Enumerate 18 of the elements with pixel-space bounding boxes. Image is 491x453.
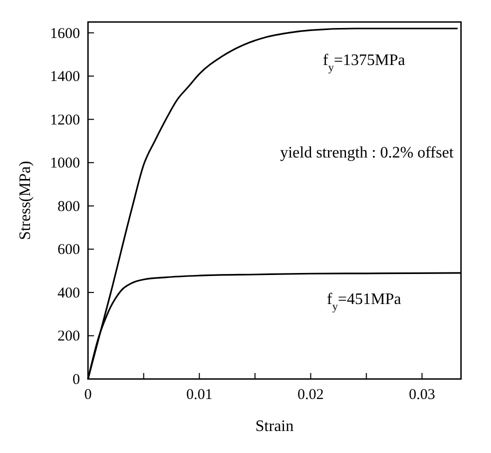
x-axis-title: Strain [255,418,294,435]
y-tick-label: 0 [72,372,80,388]
x-tick-label: 0.02 [298,387,324,403]
y-tick-label: 200 [58,328,80,345]
x-tick-label: 0.03 [408,387,436,403]
y-tick-label: 600 [58,242,80,258]
y-tick-label: 1200 [50,112,80,128]
annotation: f$_{y}$=1375MPa [322,52,406,74]
x-tick-label: 0.01 [186,387,212,403]
y-tick-label: 1600 [50,26,80,42]
y-tick-label: 800 [58,198,80,215]
y-tick-label: 400 [58,285,80,302]
annotation: f$_{y}$=451MPa [326,291,402,314]
annotation: yield strength : 0.2% offset [280,144,454,162]
y-tick-label: 1400 [50,69,80,86]
x-tick-label: 0 [84,387,92,403]
y-axis-title: Stress(MPa) [17,160,34,240]
y-tick-label: 1000 [50,156,80,172]
